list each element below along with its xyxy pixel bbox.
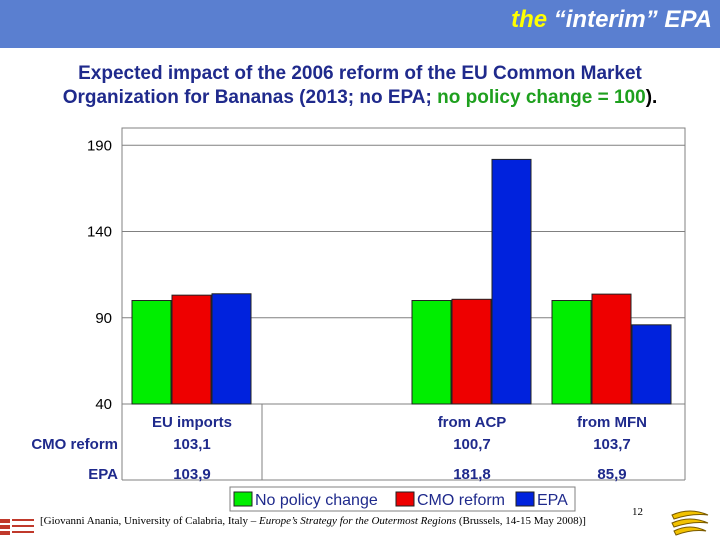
bar-cmo-reform xyxy=(591,293,632,405)
y-tick-label: 190 xyxy=(87,137,112,154)
y-tick-label: 90 xyxy=(95,310,112,327)
footer-pre: [Giovanni Anania, University of Calabria… xyxy=(40,515,260,527)
table-row-label: CMO reform xyxy=(31,436,118,453)
footer-italic: Europe’s Strategy for the Outermost Regi… xyxy=(259,515,457,527)
bar-epa xyxy=(211,293,252,405)
bar-no-policy-change xyxy=(551,300,592,405)
slide-title-line2: Organization for Bananas (2013; no EPA; … xyxy=(0,86,720,110)
footer-citation: [Giovanni Anania, University of Calabria… xyxy=(40,515,586,527)
bar-no-policy-change xyxy=(411,300,452,405)
bar-epa xyxy=(491,158,532,405)
table-cell-value: 85,9 xyxy=(597,466,626,483)
bar-cmo-reform xyxy=(451,298,492,405)
table-cell-value: 103,1 xyxy=(173,436,211,453)
slide-title-line2-c: ). xyxy=(645,87,658,108)
table-row-label: EPA xyxy=(88,466,118,483)
legend-swatch xyxy=(515,491,535,507)
bar-epa xyxy=(631,324,672,405)
bar-cmo-reform xyxy=(171,294,212,405)
x-category-label: from ACP xyxy=(438,414,507,431)
table-cell-value: 100,7 xyxy=(453,436,491,453)
slide-title: Expected impact of the 2006 reform of th… xyxy=(0,62,720,110)
slide-title-line2-a: Organization for Bananas (2013; no EPA; xyxy=(62,87,432,108)
banana-icon xyxy=(671,510,709,536)
legend-swatch xyxy=(395,491,415,507)
header-bar: the “interim” EPA xyxy=(0,0,720,48)
x-category-label: EU imports xyxy=(152,414,232,431)
page-number: 12 xyxy=(632,506,643,518)
y-tick-label: 140 xyxy=(87,224,112,241)
slide-title-line1: Expected impact of the 2006 reform of th… xyxy=(78,63,642,84)
legend-swatch xyxy=(233,491,253,507)
y-tick-label: 40 xyxy=(95,396,112,413)
legend-label: No policy change xyxy=(255,492,378,509)
table-cell-value: 103,9 xyxy=(173,466,211,483)
legend-label: EPA xyxy=(537,492,568,509)
header-rest: “interim” EPA xyxy=(553,6,712,33)
university-logo-icon xyxy=(0,519,34,535)
legend-label: CMO reform xyxy=(417,492,505,509)
x-category-label: from MFN xyxy=(577,414,647,431)
table-cell-value: 103,7 xyxy=(593,436,631,453)
slide-title-highlight: no policy change = 100 xyxy=(437,87,646,108)
bar-no-policy-change xyxy=(131,300,172,405)
header-prefix: the xyxy=(511,6,548,33)
footer-post: (Brussels, 14-15 May 2008)] xyxy=(456,515,586,527)
table-cell-value: 181,8 xyxy=(453,466,491,483)
slide-section-title: the “interim” EPA xyxy=(511,6,712,34)
